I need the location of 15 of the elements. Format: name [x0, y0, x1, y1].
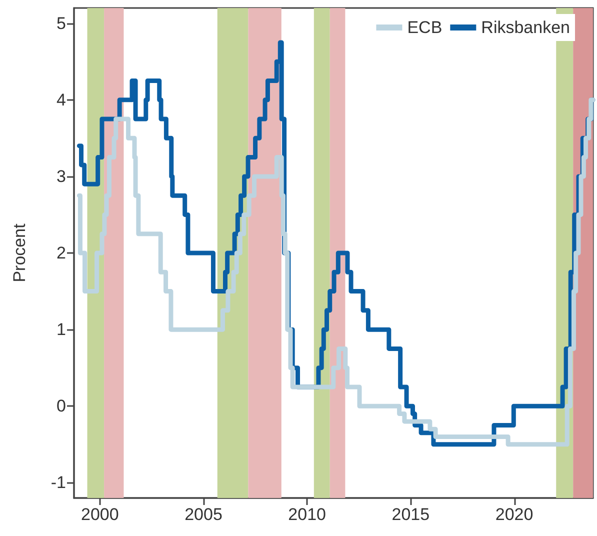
x-tick-label: 2015	[392, 505, 430, 524]
y-tick-label: -1	[50, 473, 66, 492]
y-tick-label: 5	[56, 14, 66, 33]
legend-label: ECB	[407, 18, 442, 37]
legend-label: Riksbanken	[481, 18, 570, 37]
x-tick-label: 2020	[495, 505, 534, 524]
y-tick-label: 1	[56, 320, 66, 340]
y-axis-title: Procent	[10, 223, 29, 282]
y-tick-label: 2	[56, 244, 66, 262]
y-tick-label: 4	[56, 90, 66, 110]
y-tick-label: 0	[56, 396, 66, 416]
y-tick-label: 3	[56, 166, 66, 186]
x-tick-label: 2000	[80, 505, 119, 524]
x-tick-label: 2010	[288, 505, 326, 524]
x-tick-label: 2005	[184, 505, 222, 524]
